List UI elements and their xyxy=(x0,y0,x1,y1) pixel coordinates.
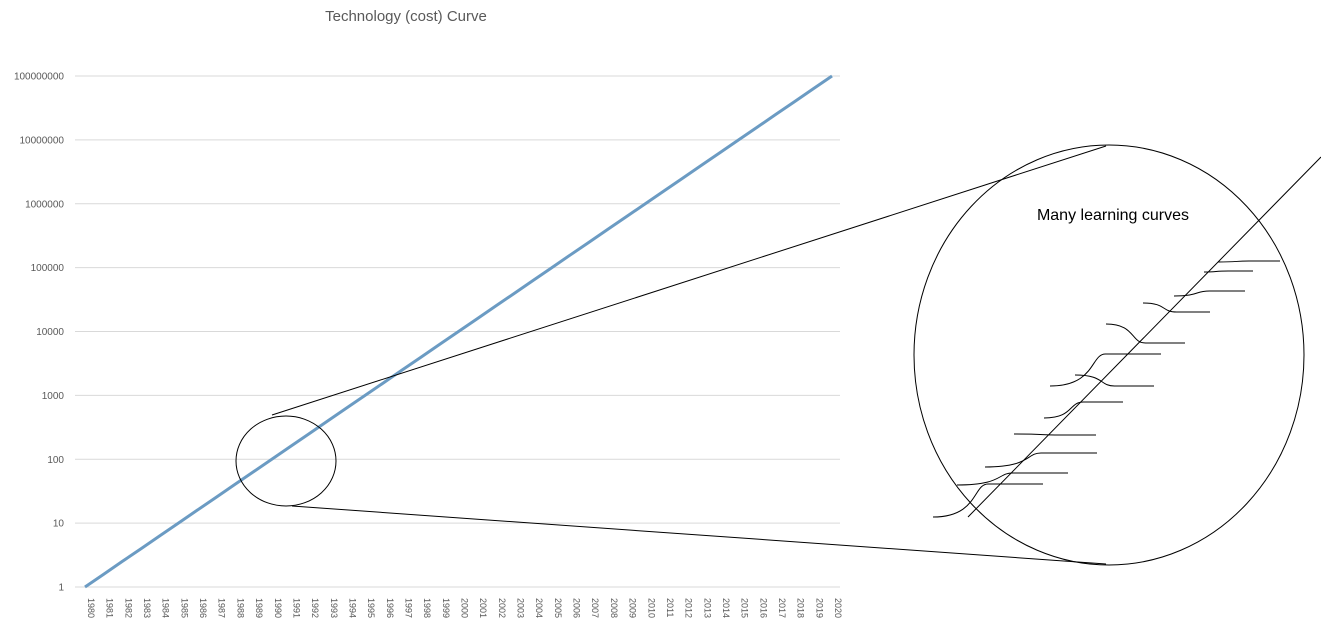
x-tick-label: 1986 xyxy=(198,598,208,618)
x-tick-label: 1993 xyxy=(329,598,339,618)
zoomed-trend-line xyxy=(967,156,1321,518)
x-tick-label: 1985 xyxy=(179,598,189,618)
learning-curve xyxy=(1013,433,1096,436)
y-tick-label: 1 xyxy=(58,583,64,594)
x-tick-label: 2007 xyxy=(590,598,600,618)
x-tick-label: 1983 xyxy=(142,598,152,618)
x-tick-label: 1988 xyxy=(235,598,245,618)
x-tick-label: 1982 xyxy=(123,598,133,618)
zoom-connector-bottom xyxy=(291,505,1107,565)
x-tick-label: 1980 xyxy=(86,598,96,618)
y-tick-label: 10000000 xyxy=(20,135,65,146)
small-zoom-circle xyxy=(235,415,337,507)
x-tick-label: 2018 xyxy=(796,598,806,618)
learning-curve xyxy=(984,452,1097,468)
y-tick-label: 10 xyxy=(53,519,65,530)
x-tick-label: 2016 xyxy=(758,598,768,618)
x-tick-label: 2004 xyxy=(534,598,544,618)
x-tick-label: 1984 xyxy=(161,598,171,618)
learning-curve xyxy=(1217,260,1280,263)
x-tick-label: 2008 xyxy=(609,598,619,618)
x-tick-label: 2017 xyxy=(777,598,787,618)
learning-curve xyxy=(1074,374,1154,387)
x-tick-label: 1981 xyxy=(105,598,115,618)
learning-curves xyxy=(932,260,1280,518)
x-tick-label: 2005 xyxy=(553,598,563,618)
x-tick-label: 2012 xyxy=(684,598,694,618)
x-tick-label: 2000 xyxy=(460,598,470,618)
zoom-annotation xyxy=(235,144,1321,566)
y-tick-label: 100000 xyxy=(31,263,65,274)
x-tick-label: 1987 xyxy=(217,598,227,618)
x-axis-tick-labels: 1980 1981 1982 1983 1984 1985 1986 1987 1988 1989… xyxy=(86,598,843,618)
learning-curve xyxy=(1173,290,1245,297)
learning-curve xyxy=(1043,401,1123,419)
x-tick-label: 2010 xyxy=(646,598,656,618)
x-tick-label: 2006 xyxy=(572,598,582,618)
x-tick-label: 2015 xyxy=(740,598,750,618)
x-tick-label: 1995 xyxy=(366,598,376,618)
x-tick-label: 2002 xyxy=(497,598,507,618)
chart-title: Technology (cost) Curve xyxy=(325,8,487,25)
learning-curve xyxy=(1142,302,1210,313)
annotation-label: Many learning curves xyxy=(1037,207,1189,224)
x-tick-label: 2013 xyxy=(702,598,712,618)
y-axis-tick-labels: 1 10 100 1000 10000 100000 1000000 10000000 1000… xyxy=(14,72,65,594)
y-tick-label: 10000 xyxy=(36,327,64,338)
x-tick-label: 2003 xyxy=(516,598,526,618)
large-zoom-circle xyxy=(913,144,1305,566)
y-tick-label: 1000000 xyxy=(25,199,64,210)
x-tick-label: 2019 xyxy=(814,598,824,618)
learning-curve xyxy=(956,472,1068,486)
x-tick-label: 2009 xyxy=(628,598,638,618)
x-tick-label: 1989 xyxy=(254,598,264,618)
learning-curve xyxy=(932,483,1043,518)
x-tick-label: 1992 xyxy=(310,598,320,618)
y-tick-label: 100 xyxy=(47,455,64,466)
learning-curve xyxy=(1049,353,1161,387)
zoom-connector-top xyxy=(271,145,1107,416)
series-layer xyxy=(84,74,833,589)
y-tick-label: 1000 xyxy=(42,391,65,402)
y-tick-label: 100000000 xyxy=(14,72,64,83)
x-tick-label: 1991 xyxy=(291,598,301,618)
learning-curve xyxy=(1203,270,1253,273)
x-tick-label: 2011 xyxy=(665,598,675,617)
x-tick-label: 1994 xyxy=(347,598,357,618)
x-tick-label: 2020 xyxy=(833,598,843,618)
x-tick-label: 2014 xyxy=(721,598,731,618)
x-tick-label: 1996 xyxy=(385,598,395,618)
x-tick-label: 1990 xyxy=(273,598,283,618)
x-tick-label: 2001 xyxy=(478,598,488,618)
x-tick-label: 1998 xyxy=(422,598,432,618)
series-line xyxy=(84,74,833,589)
x-tick-label: 1999 xyxy=(441,598,451,618)
learning-curve xyxy=(1105,323,1185,344)
x-tick-label: 1997 xyxy=(403,598,413,618)
